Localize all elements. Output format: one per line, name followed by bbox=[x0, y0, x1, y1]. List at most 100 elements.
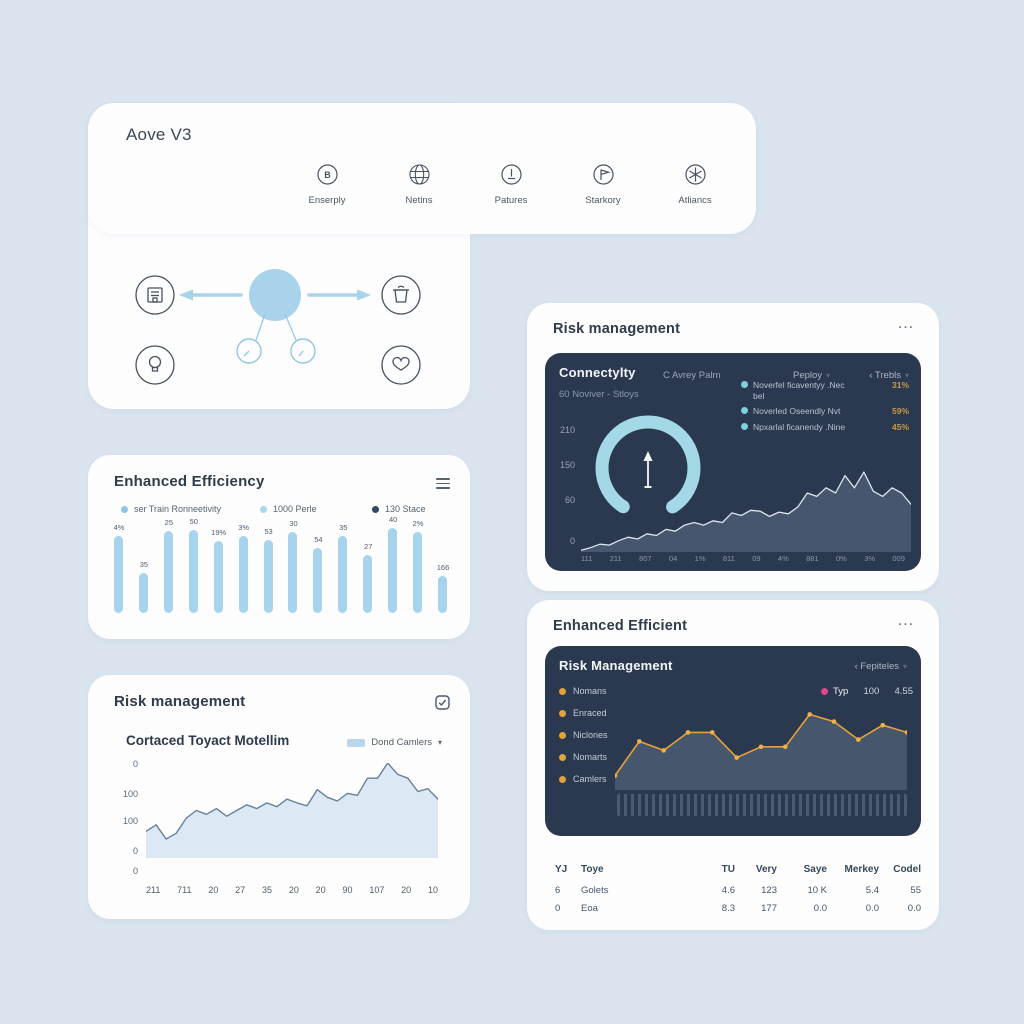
table-cell: 4.6 bbox=[721, 885, 735, 896]
area-fill bbox=[615, 714, 907, 790]
x-tick-label: 1% bbox=[694, 554, 706, 563]
connectivity-panel: Connectylty C Avrey Palm Peploy ‹ Trebls… bbox=[545, 353, 921, 571]
table-header-cell: Merkey bbox=[844, 864, 879, 875]
legend-dot-icon bbox=[121, 505, 128, 513]
bar bbox=[138, 573, 148, 613]
x-tick-label: 3% bbox=[864, 554, 876, 563]
table-cell: 55 bbox=[910, 885, 921, 896]
area-fill bbox=[146, 763, 438, 858]
feature-label: Atliancs bbox=[678, 195, 712, 206]
heart-icon[interactable] bbox=[381, 345, 421, 385]
table-cell: 5.4 bbox=[865, 885, 879, 896]
bar-column: 30 bbox=[288, 519, 298, 613]
x-axis: 111 211 807 04 1% 811 09 4% 881 0% 3% 009 bbox=[581, 554, 905, 563]
y-tick-label: 210 bbox=[559, 425, 575, 435]
line-chart bbox=[615, 712, 907, 790]
series-line bbox=[581, 471, 911, 551]
legend-item: Noverled Oseendly Nvt 59% bbox=[741, 406, 909, 417]
checkbox-icon[interactable] bbox=[435, 695, 450, 710]
deploy-dropdown[interactable]: Peploy bbox=[793, 370, 830, 381]
bulb-icon[interactable] bbox=[135, 345, 175, 385]
legend-value: 45% bbox=[891, 421, 909, 432]
x-tick-label: 811 bbox=[722, 554, 735, 563]
card-title: Risk management bbox=[114, 693, 246, 710]
bar-column: 4% bbox=[114, 523, 124, 613]
fepiteles-dropdown[interactable]: ‹ Fepiteles bbox=[855, 661, 907, 672]
panel-legend: Nomans Enraced Niclones Nomarts Camlers bbox=[559, 680, 608, 790]
table-cell: 0.0 bbox=[907, 903, 921, 914]
dropdown-label: ‹ Trebls bbox=[869, 370, 901, 381]
x-tick-label: 27 bbox=[235, 885, 246, 895]
bar bbox=[363, 555, 373, 613]
x-axis: 211 711 20 27 35 20 20 90 107 20 10 bbox=[146, 885, 438, 895]
x-tick-label: 211 bbox=[609, 554, 622, 563]
trash-icon[interactable] bbox=[381, 275, 421, 315]
bar bbox=[288, 532, 298, 613]
legend-label: ser Train Ronneetivity bbox=[134, 504, 222, 514]
data-point bbox=[904, 730, 907, 735]
x-tick-label: 4% bbox=[777, 554, 789, 563]
hamburger-icon[interactable] bbox=[436, 478, 450, 492]
feature-item[interactable]: Starkory bbox=[557, 161, 649, 206]
barcode-tick bbox=[778, 794, 781, 816]
legend-dot-icon bbox=[260, 505, 267, 513]
feature-item[interactable]: Patures bbox=[465, 161, 557, 206]
feature-item[interactable]: B Enserply bbox=[281, 161, 373, 206]
chevron-down-icon bbox=[903, 661, 907, 672]
sub-node-1[interactable] bbox=[236, 338, 262, 364]
barcode-tick bbox=[869, 794, 872, 816]
bar-value-label: 25 bbox=[164, 518, 174, 527]
hub-node[interactable] bbox=[249, 269, 301, 321]
barcode-tick bbox=[638, 794, 641, 816]
bar-value-label: 53 bbox=[264, 527, 273, 536]
barcode-tick bbox=[876, 794, 879, 816]
orange-dot-icon bbox=[559, 687, 566, 695]
feature-item[interactable]: Atliancs bbox=[649, 161, 741, 206]
ellipsis-icon[interactable] bbox=[897, 313, 915, 333]
data-point bbox=[856, 737, 861, 742]
x-tick-label: 10 bbox=[427, 885, 438, 895]
barcode-tick bbox=[750, 794, 753, 816]
barcode-tick bbox=[813, 794, 816, 816]
feature-label: Patures bbox=[494, 195, 528, 206]
bar-value-label: 50 bbox=[189, 517, 198, 526]
bar-value-label: 19% bbox=[211, 528, 227, 537]
bar-value-label: 30 bbox=[289, 519, 298, 528]
series-dropdown[interactable]: Dond Camlers bbox=[347, 737, 442, 748]
table-cell: 6 bbox=[555, 885, 561, 896]
bar bbox=[263, 540, 273, 613]
barcode-tick bbox=[764, 794, 767, 816]
dropdown-label: ‹ Fepiteles bbox=[854, 661, 899, 672]
bar-column: 54 bbox=[313, 525, 323, 613]
legend-label: 130 Stace bbox=[385, 504, 426, 514]
series-label: Dond Camlers bbox=[371, 737, 432, 748]
legend-item: Nomarts bbox=[559, 746, 608, 768]
tick-bars bbox=[617, 794, 907, 816]
barcode-tick bbox=[673, 794, 676, 816]
legend-label: Niclones bbox=[573, 730, 608, 740]
table-cell: 0 bbox=[555, 903, 561, 914]
bar-column: 40 bbox=[388, 515, 398, 613]
card-title: Enhanced Efficiency bbox=[114, 473, 265, 490]
legend-item: Niclones bbox=[559, 724, 608, 746]
data-point bbox=[637, 739, 642, 744]
sub-node-2[interactable] bbox=[290, 338, 316, 364]
barcode-tick bbox=[624, 794, 627, 816]
x-tick-label: 90 bbox=[342, 885, 353, 895]
ellipsis-icon[interactable] bbox=[897, 610, 915, 630]
area-chart bbox=[146, 763, 438, 858]
page-title: Aove V3 bbox=[126, 125, 192, 144]
building-icon[interactable] bbox=[135, 275, 175, 315]
x-tick-label: 20 bbox=[401, 885, 412, 895]
legend-item: Nomans bbox=[559, 680, 608, 702]
legend-item: ser Train Ronneetivity bbox=[121, 504, 221, 514]
trebls-dropdown[interactable]: ‹ Trebls bbox=[869, 370, 909, 381]
feature-item[interactable]: Netins bbox=[373, 161, 465, 206]
barcode-tick bbox=[820, 794, 823, 816]
x-tick-label: 211 bbox=[146, 885, 161, 895]
x-tick-label: 0% bbox=[835, 554, 847, 563]
bar-value-label: 2% bbox=[412, 519, 424, 528]
barcode-tick bbox=[645, 794, 648, 816]
risk-management-panel: Risk Management ‹ Fepiteles Nomans Enrace… bbox=[545, 646, 921, 836]
